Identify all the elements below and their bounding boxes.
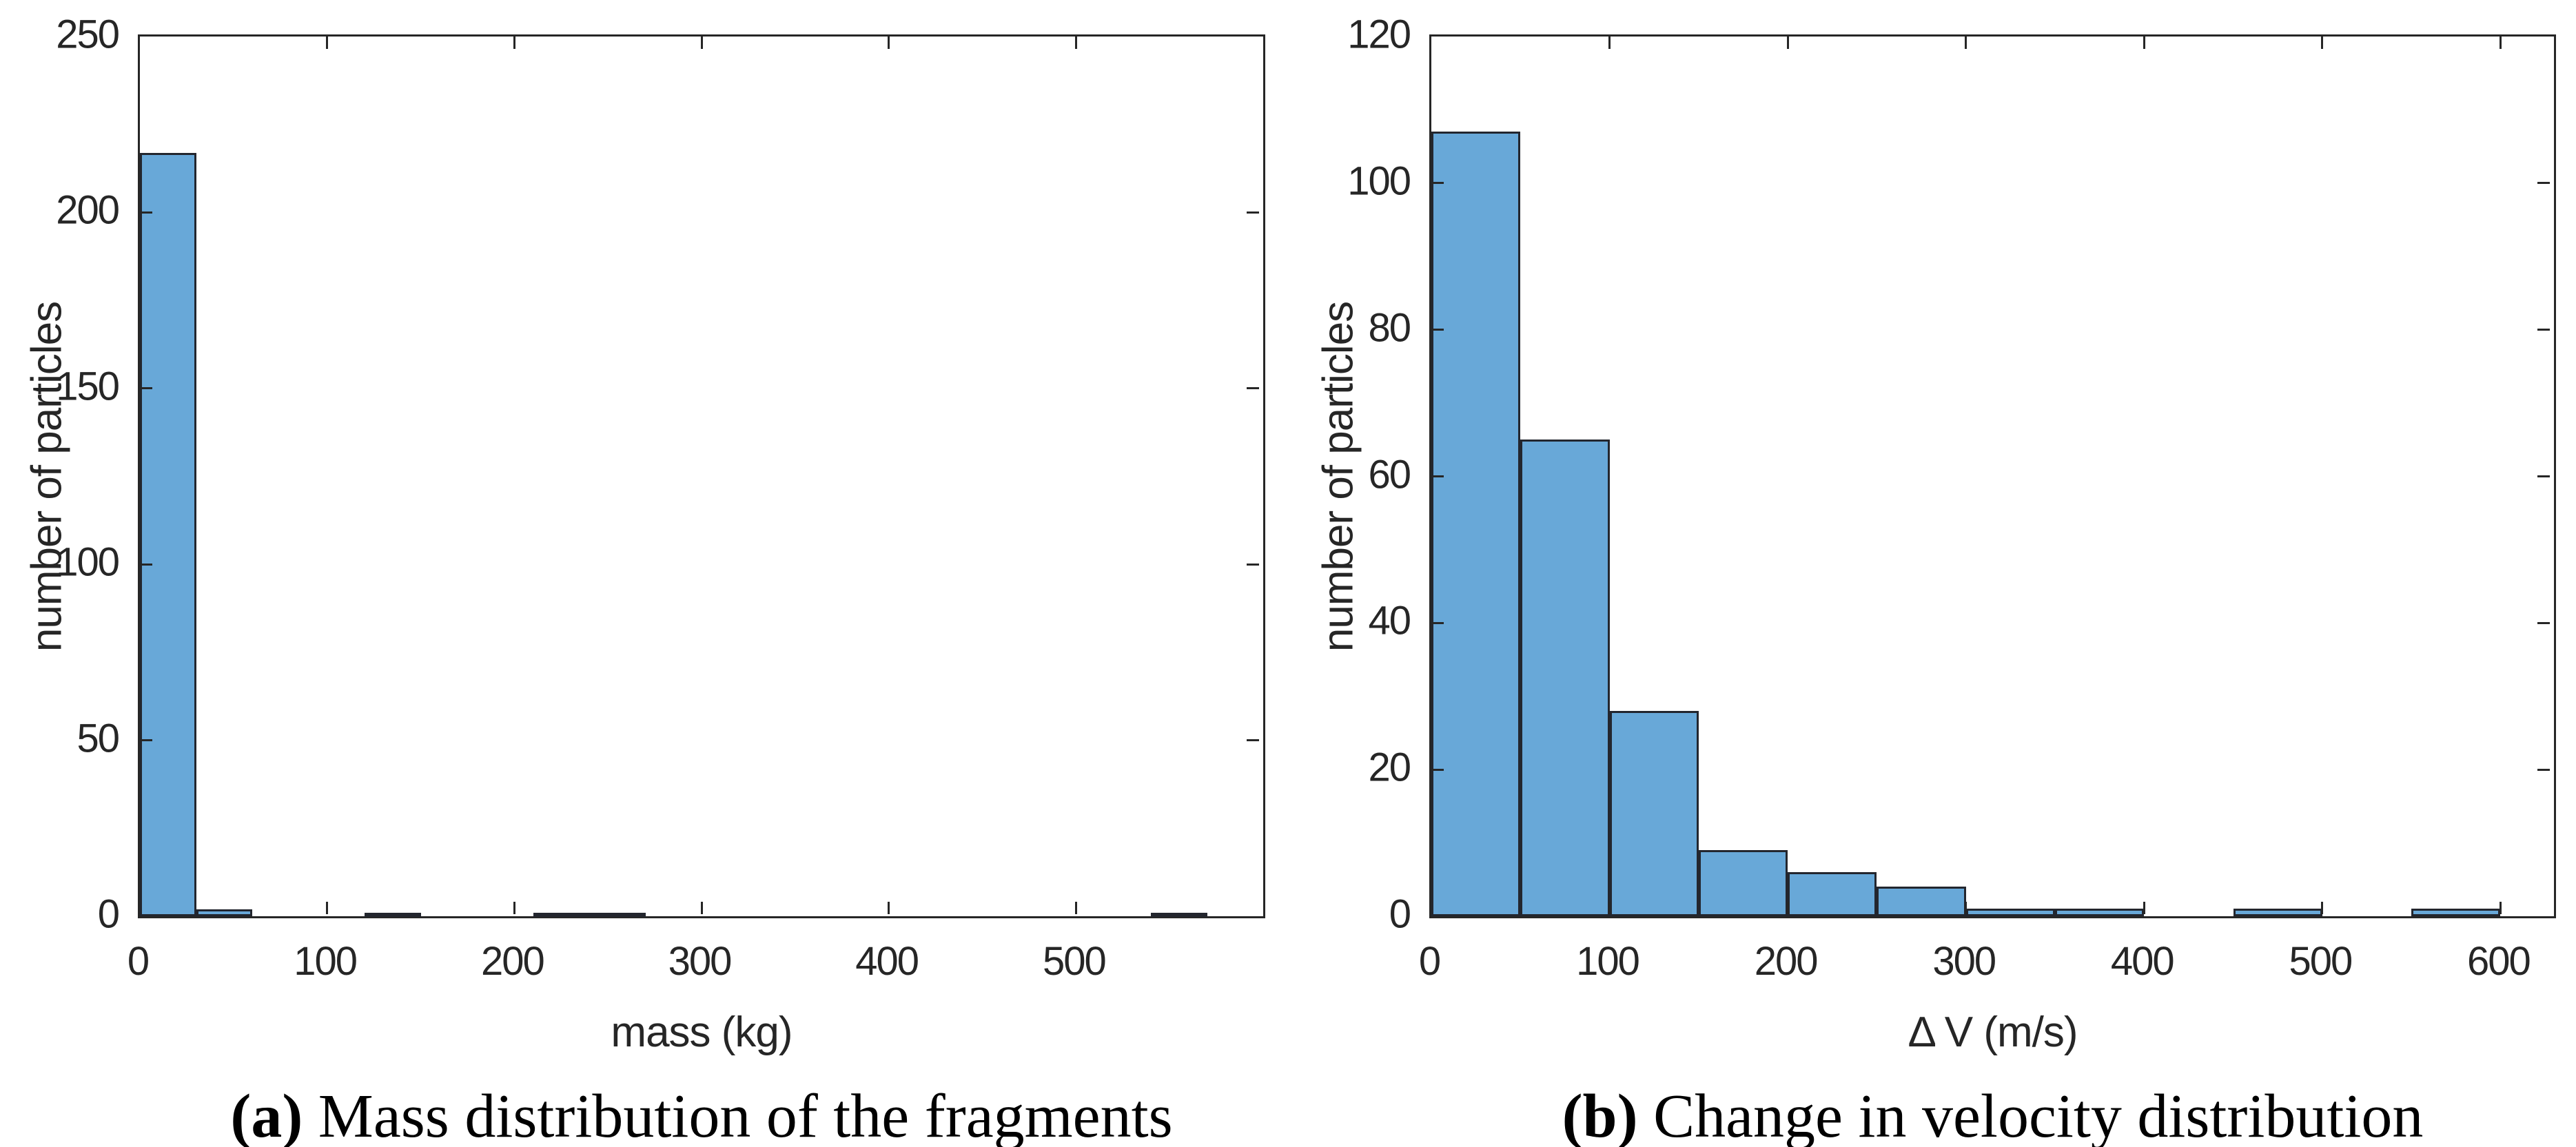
axis-tick: [326, 37, 329, 49]
histogram-bar: [1698, 850, 1788, 916]
axis-tick: [1431, 329, 1444, 331]
axis-tick: [513, 37, 515, 49]
caption-a: (a) Mass distribution of the fragments: [138, 1086, 1265, 1147]
axis-tick: [1608, 37, 1611, 49]
axis-tick: [140, 739, 152, 742]
axis-tick: [1074, 902, 1077, 914]
histogram-bar: [196, 909, 252, 916]
y-axis-label: number of particles: [1314, 301, 1362, 652]
x-tick-label: 300: [1932, 939, 1996, 984]
axis-tick: [2499, 37, 2502, 49]
axis-tick: [513, 902, 515, 914]
axis-tick: [1074, 37, 1077, 49]
caption-b-text: Change in velocity distribution: [1637, 1082, 2424, 1147]
axis-tick: [888, 902, 890, 914]
x-tick-label: 100: [294, 939, 358, 984]
histogram-bar: [1151, 912, 1207, 917]
axis-tick: [700, 902, 703, 914]
axis-tick: [1965, 902, 1967, 914]
y-axis-label: number of particles: [23, 301, 71, 652]
histogram-bar: [1609, 711, 1699, 916]
delta-v-plot-area: [1429, 34, 2556, 918]
x-tick-label: 500: [2289, 939, 2353, 984]
x-tick-label: 600: [2467, 939, 2531, 984]
y-tick-label: 150: [56, 364, 120, 409]
axis-tick: [2537, 475, 2550, 477]
axis-tick: [1431, 475, 1444, 477]
y-tick-label: 120: [1347, 12, 1411, 57]
axis-tick: [1431, 768, 1444, 771]
histogram-bar: [589, 912, 646, 917]
axis-tick: [2499, 902, 2502, 914]
y-tick-label: 200: [56, 187, 120, 233]
x-axis-label: Δ V (m/s): [1908, 1009, 2078, 1056]
axis-tick: [888, 37, 890, 49]
axis-tick: [2321, 902, 2324, 914]
axis-tick: [2321, 37, 2324, 49]
y-tick-label: 60: [1368, 452, 1411, 497]
y-tick-label: 40: [1368, 598, 1411, 643]
axis-tick: [1247, 387, 1259, 390]
axis-tick: [2143, 902, 2145, 914]
x-tick-label: 200: [1754, 939, 1819, 984]
axis-tick: [2143, 37, 2145, 49]
x-tick-label: 100: [1576, 939, 1640, 984]
x-tick-label: 500: [1042, 939, 1107, 984]
histogram-bar: [1788, 872, 1877, 916]
caption-b-label: (b): [1562, 1082, 1638, 1147]
histogram-bar: [140, 152, 196, 916]
axis-tick: [326, 902, 329, 914]
y-tick-label: 0: [97, 891, 120, 937]
y-tick-label: 250: [56, 12, 120, 57]
y-tick-label: 50: [76, 716, 119, 761]
x-tick-label: 0: [1418, 939, 1441, 984]
axis-tick: [1608, 902, 1611, 914]
histogram-bar: [365, 912, 421, 917]
histogram-bar: [1431, 132, 1521, 916]
axis-tick: [1431, 182, 1444, 185]
axis-tick: [2537, 182, 2550, 185]
axis-tick: [140, 211, 152, 214]
axis-tick: [1247, 211, 1259, 214]
axis-tick: [2537, 768, 2550, 771]
axis-tick: [2537, 621, 2550, 624]
histogram-bar: [1877, 887, 1966, 916]
x-tick-label: 300: [668, 939, 733, 984]
axis-tick: [140, 563, 152, 566]
axis-tick: [1965, 37, 1967, 49]
histogram-bar: [533, 912, 589, 917]
histogram-bar: [1965, 909, 2055, 916]
axis-tick: [700, 37, 703, 49]
chart-mass-distribution: number of particles mass (kg) 0 100 200 300…: [23, 12, 1265, 1056]
axis-tick: [1786, 902, 1789, 914]
y-tick-label: 100: [1347, 158, 1411, 204]
x-tick-label: 0: [127, 939, 150, 984]
histogram-bar: [2411, 909, 2501, 916]
axis-tick: [1431, 621, 1444, 624]
x-tick-label: 400: [2110, 939, 2175, 984]
axis-tick: [1247, 739, 1259, 742]
y-tick-label: 80: [1368, 305, 1411, 351]
axis-tick: [2537, 329, 2550, 331]
histogram-bar: [1520, 440, 1610, 916]
axis-tick: [1786, 37, 1789, 49]
chart-delta-v-distribution: number of particles Δ V (m/s) 0 100 200 300…: [1315, 12, 2556, 1056]
mass-plot-area: [138, 34, 1265, 918]
histogram-bar: [2055, 909, 2145, 916]
x-tick-label: 200: [480, 939, 545, 984]
caption-b: (b) Change in velocity distribution: [1429, 1086, 2556, 1147]
axis-tick: [1247, 563, 1259, 566]
y-tick-label: 20: [1368, 745, 1411, 790]
caption-a-label: (a): [230, 1082, 303, 1147]
x-tick-label: 400: [855, 939, 919, 984]
histogram-bar: [2233, 909, 2322, 916]
y-tick-label: 100: [56, 539, 120, 585]
axis-tick: [140, 387, 152, 390]
caption-a-text: Mass distribution of the fragments: [303, 1082, 1173, 1147]
y-tick-label: 0: [1389, 891, 1411, 937]
x-axis-label: mass (kg): [611, 1009, 793, 1056]
